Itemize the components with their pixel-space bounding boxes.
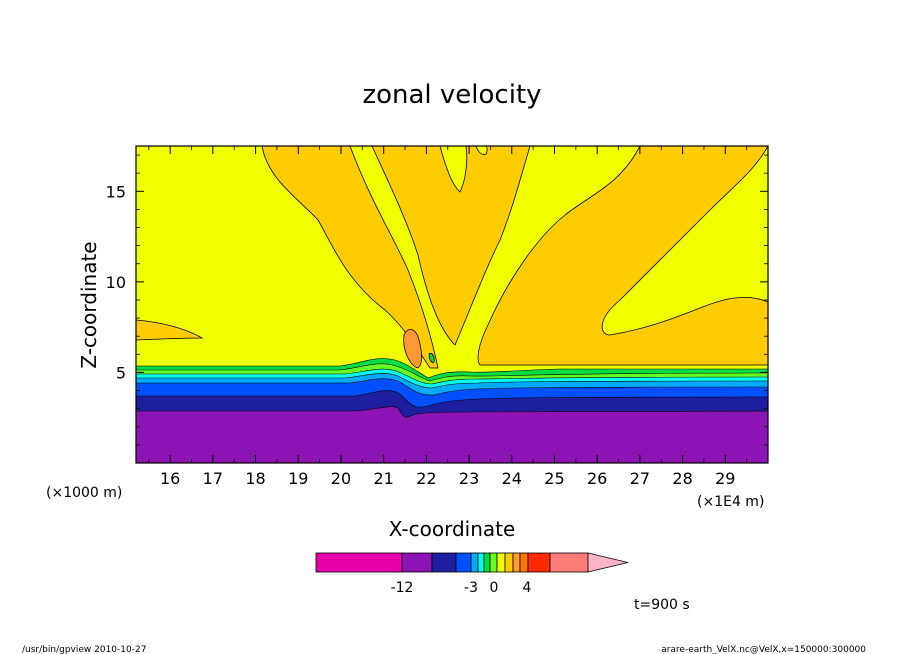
x-tick-label: 20 <box>331 469 351 488</box>
colorbar-segment <box>519 552 529 573</box>
colorbar-tick-label: 4 <box>523 580 532 596</box>
y-axis-ticks: 5 10 15 <box>106 154 768 446</box>
y-axis-unit-label: (×1000 m) <box>46 485 122 501</box>
colorbar-segment <box>315 552 403 573</box>
footer-left: /usr/bin/gpview 2010-10-27 <box>22 645 146 654</box>
x-tick-label: 29 <box>715 469 735 488</box>
colorbar-tick-labels: -12 -3 0 4 <box>391 580 532 596</box>
colorbar-segment <box>549 552 589 573</box>
colorbar-segment <box>512 552 521 573</box>
colorbar-segment <box>489 552 498 573</box>
x-tick-label: 19 <box>288 469 308 488</box>
plot-frame <box>135 145 769 464</box>
contour-band-orange-max <box>403 329 422 369</box>
x-tick-label: 28 <box>672 469 692 488</box>
x-tick-label: 22 <box>416 469 436 488</box>
contour-band-gold-center <box>371 146 531 346</box>
colorbar-segment <box>527 552 551 573</box>
x-tick-label: 26 <box>587 469 607 488</box>
contour-band-yellow-island-1 <box>439 146 468 193</box>
colorbar-segment <box>477 552 485 573</box>
colorbar <box>315 552 629 573</box>
x-tick-label: 25 <box>544 469 564 488</box>
x-axis-ticks: 16 17 18 19 20 21 22 23 24 25 26 27 28 29 <box>148 146 748 488</box>
y-tick-label: 10 <box>106 273 126 292</box>
colorbar-segment <box>504 552 514 573</box>
time-label: t=900 s <box>634 597 690 613</box>
colorbar-tick-label: 0 <box>490 580 499 596</box>
colorbar-tick-label: -12 <box>391 580 414 596</box>
chart-title: zonal velocity <box>362 80 541 110</box>
colorbar-segment <box>496 552 506 573</box>
x-axis-unit-label: (×1E4 m) <box>697 494 764 510</box>
contour-band-green-blob <box>428 353 435 363</box>
x-axis-label: X-coordinate <box>389 517 516 541</box>
contour-band-yellow-island-2 <box>475 146 488 155</box>
colorbar-segment <box>401 552 433 573</box>
x-tick-label: 18 <box>245 469 265 488</box>
footer-right: arare-earth_VelX.nc@VelX,x=150000:300000 <box>661 645 866 654</box>
y-tick-label: 15 <box>106 182 126 201</box>
contour-field <box>136 146 768 463</box>
x-tick-label: 24 <box>502 469 522 488</box>
colorbar-extend-arrow <box>587 552 629 573</box>
colorbar-segment <box>455 552 472 573</box>
y-tick-label: 5 <box>116 363 126 382</box>
colorbar-segment <box>470 552 479 573</box>
colorbar-tick-label: -3 <box>464 580 478 596</box>
colorbar-segment <box>431 552 457 573</box>
x-tick-label: 23 <box>459 469 479 488</box>
x-tick-label: 16 <box>160 469 180 488</box>
x-tick-label: 27 <box>630 469 650 488</box>
y-axis-label: Z-coordinate <box>77 241 101 368</box>
colorbar-segment <box>483 552 491 573</box>
contour-band-gold-right <box>477 146 768 366</box>
x-tick-label: 21 <box>373 469 393 488</box>
contour-band-gold-left-tongue <box>136 319 204 341</box>
x-tick-label: 17 <box>203 469 223 488</box>
contour-band-purple <box>136 406 768 463</box>
